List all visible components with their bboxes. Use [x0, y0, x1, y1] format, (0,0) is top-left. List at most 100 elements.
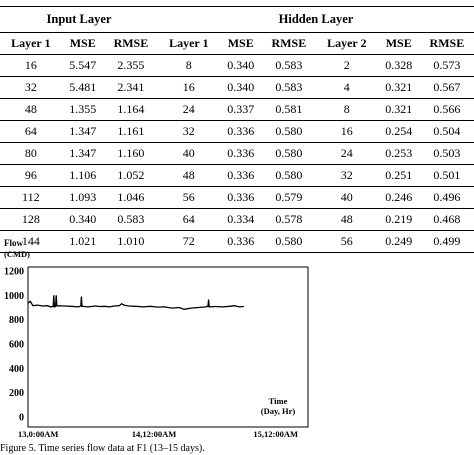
table-cell: 0.583	[103, 208, 158, 231]
table-cell: 0.334	[219, 208, 262, 231]
table-cell: 1.010	[103, 230, 158, 253]
table-cell: 1.347	[61, 120, 104, 143]
y-tick-label: 200	[9, 388, 24, 399]
table-cell: 0.253	[377, 142, 420, 165]
table-row: 64 1.347 1.161 32 0.336 0.580 16 0.254 0.504	[0, 120, 474, 143]
table-cell: 1.160	[103, 142, 158, 165]
table-cell: 1.106	[61, 164, 104, 187]
table-cell: 1.355	[61, 98, 104, 121]
column-header: RMSE	[103, 32, 158, 55]
table-cell: 0.583	[261, 76, 316, 99]
y-tick-label: 600	[9, 340, 24, 351]
table-cell: 0.580	[261, 230, 316, 253]
y-tick-label: 800	[9, 315, 24, 326]
column-header-row: Layer 1 MSE RMSE Layer 1 MSE RMSE Layer …	[0, 32, 474, 55]
table-cell: 56	[157, 186, 220, 209]
table-cell: 0.321	[377, 98, 420, 121]
table-cell: 5.481	[61, 76, 104, 99]
table-cell: 0.254	[377, 120, 420, 143]
y-tick-label: 400	[9, 364, 24, 375]
column-header: Layer 1	[0, 32, 62, 55]
table-cell: 0.246	[377, 186, 420, 209]
table-cell: 1.164	[103, 98, 158, 121]
results-table: Input Layer Hidden Layer Layer 1 MSE RMS…	[0, 6, 474, 253]
chart-frame	[27, 266, 309, 428]
table-cell: 32	[157, 120, 220, 143]
table-cell: 16	[0, 54, 62, 77]
table-cell: 112	[0, 186, 62, 209]
hidden-layer-header: Hidden Layer	[157, 6, 474, 33]
table-cell: 96	[0, 164, 62, 187]
table-body: 16 5.547 2.355 8 0.340 0.583 2 0.328 0.573 32 5.48…	[0, 54, 474, 253]
column-header: RMSE	[261, 32, 316, 55]
table-cell: 5.547	[61, 54, 104, 77]
input-layer-header: Input Layer	[0, 6, 158, 33]
table-cell: 0.578	[261, 208, 316, 231]
group-header-row: Input Layer Hidden Layer	[0, 6, 474, 33]
table-cell: 0.336	[219, 186, 262, 209]
table-cell: 48	[157, 164, 220, 187]
flow-chart: Flow (CMD) 0 200 400 600 800 1000 1200 Time (Day, …	[0, 234, 310, 444]
table-cell: 48	[315, 208, 378, 231]
table-cell: 0.249	[377, 230, 420, 253]
table-cell: 0.328	[377, 54, 420, 77]
table-cell: 0.501	[419, 164, 474, 187]
x-axis-unit: (Day, Hr)	[261, 406, 296, 416]
table-cell: 0.580	[261, 142, 316, 165]
table-cell: 0.336	[219, 230, 262, 253]
flow-series-line	[27, 295, 245, 310]
table-cell: 0.573	[419, 54, 474, 77]
y-tick-label: 1200	[4, 267, 24, 278]
table-cell: 0.580	[261, 164, 316, 187]
table-cell: 0.336	[219, 120, 262, 143]
table-cell: 0.321	[377, 76, 420, 99]
table-cell: 80	[0, 142, 62, 165]
table-cell: 0.468	[419, 208, 474, 231]
column-header: MSE	[377, 32, 420, 55]
table-cell: 8	[157, 54, 220, 77]
table-cell: 1.093	[61, 186, 104, 209]
y-tick-label: 1000	[4, 291, 24, 302]
table-cell: 0.499	[419, 230, 474, 253]
x-tick-label: 15,12:00AM	[253, 429, 298, 439]
table-cell: 56	[315, 230, 378, 253]
table-row: 112 1.093 1.046 56 0.336 0.579 40 0.246 0.496	[0, 186, 474, 209]
table-row: 48 1.355 1.164 24 0.337 0.581 8 0.321 0.566	[0, 98, 474, 121]
table-cell: 0.251	[377, 164, 420, 187]
table-cell: 1.021	[61, 230, 104, 253]
column-header: MSE	[219, 32, 262, 55]
table-cell: 16	[157, 76, 220, 99]
table-cell: 32	[0, 76, 62, 99]
table-cell: 0.583	[261, 54, 316, 77]
table-cell: 144	[0, 230, 62, 253]
table-cell: 1.046	[103, 186, 158, 209]
x-axis-label: Time	[269, 396, 288, 406]
table-cell: 128	[0, 208, 62, 231]
x-tick-label: 14,12:00AM	[132, 429, 177, 439]
table-cell: 16	[315, 120, 378, 143]
table-cell: 0.567	[419, 76, 474, 99]
table-cell: 24	[157, 98, 220, 121]
table-cell: 64	[157, 208, 220, 231]
table-cell: 0.336	[219, 164, 262, 187]
table-cell: 4	[315, 76, 378, 99]
table-cell: 8	[315, 98, 378, 121]
table-row: 144 1.021 1.010 72 0.336 0.580 56 0.249 0.499	[0, 230, 474, 253]
table-cell: 0.337	[219, 98, 262, 121]
table-row: 16 5.547 2.355 8 0.340 0.583 2 0.328 0.573	[0, 54, 474, 77]
y-tick-label: 0	[19, 413, 24, 424]
table-cell: 40	[157, 142, 220, 165]
figure-caption: Figure 5. Time series flow data at F1 (1…	[0, 443, 205, 454]
table-cell: 0.504	[419, 120, 474, 143]
flow-chart-svg: Flow(CMD) 0 200 400 600 800 1000 1200 Time(Day, …	[4, 238, 309, 439]
x-tick-label: 13,0:00AM	[18, 429, 58, 439]
table-cell: 1.161	[103, 120, 158, 143]
table-cell: 0.340	[219, 76, 262, 99]
table-cell: 0.219	[377, 208, 420, 231]
table-cell: 0.340	[61, 208, 104, 231]
table-row: 96 1.106 1.052 48 0.336 0.580 32 0.251 0.501	[0, 164, 474, 187]
table-cell: 40	[315, 186, 378, 209]
column-header: RMSE	[419, 32, 474, 55]
table-row: 80 1.347 1.160 40 0.336 0.580 24 0.253 0.503	[0, 142, 474, 165]
table-cell: 0.580	[261, 120, 316, 143]
